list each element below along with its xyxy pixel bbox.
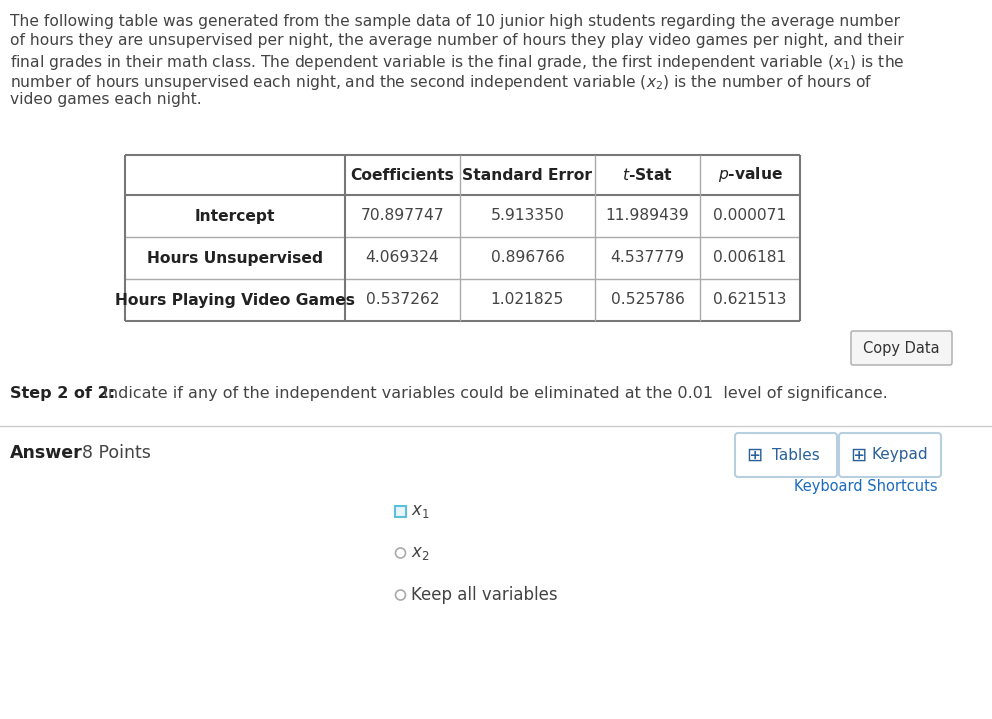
Text: Keep all variables: Keep all variables bbox=[411, 586, 558, 604]
Text: Tables: Tables bbox=[772, 447, 819, 462]
FancyBboxPatch shape bbox=[839, 433, 941, 477]
Text: Keyboard Shortcuts: Keyboard Shortcuts bbox=[795, 479, 938, 494]
Text: of hours they are unsupervised per night, the average number of hours they play : of hours they are unsupervised per night… bbox=[10, 34, 904, 48]
Text: video games each night.: video games each night. bbox=[10, 92, 201, 107]
Text: 4.069324: 4.069324 bbox=[366, 250, 439, 265]
Text: $\it{p}$-value: $\it{p}$-value bbox=[717, 165, 783, 185]
Text: Indicate if any of the independent variables could be eliminated at the 0.01  le: Indicate if any of the independent varia… bbox=[98, 386, 888, 401]
Text: Answer: Answer bbox=[10, 444, 82, 462]
Text: 0.525786: 0.525786 bbox=[610, 293, 684, 308]
Text: final grades in their math class. The dependent variable is the final grade, the: final grades in their math class. The de… bbox=[10, 53, 905, 72]
Text: 1.021825: 1.021825 bbox=[491, 293, 564, 308]
Text: Coefficients: Coefficients bbox=[350, 168, 454, 183]
Text: Standard Error: Standard Error bbox=[462, 168, 592, 183]
Text: Hours Playing Video Games: Hours Playing Video Games bbox=[115, 293, 355, 308]
Text: 11.989439: 11.989439 bbox=[606, 209, 689, 224]
Text: 0.000071: 0.000071 bbox=[713, 209, 787, 224]
Bar bbox=[395, 506, 406, 517]
Text: 4.537779: 4.537779 bbox=[610, 250, 684, 265]
Text: 70.897747: 70.897747 bbox=[361, 209, 444, 224]
Text: number of hours unsupervised each night, and the second independent variable ($x: number of hours unsupervised each night,… bbox=[10, 73, 872, 91]
Text: 0.006181: 0.006181 bbox=[713, 250, 787, 265]
Text: 8 Points: 8 Points bbox=[82, 444, 151, 462]
Text: $x_2$: $x_2$ bbox=[411, 544, 430, 562]
Text: 0.896766: 0.896766 bbox=[491, 250, 564, 265]
Text: 5.913350: 5.913350 bbox=[491, 209, 564, 224]
Text: 0.621513: 0.621513 bbox=[713, 293, 787, 308]
Text: ⊞: ⊞ bbox=[746, 446, 762, 464]
FancyBboxPatch shape bbox=[851, 331, 952, 365]
Text: 0.537262: 0.537262 bbox=[366, 293, 439, 308]
Text: The following table was generated from the sample data of 10 junior high student: The following table was generated from t… bbox=[10, 14, 900, 29]
Text: Hours Unsupervised: Hours Unsupervised bbox=[147, 250, 323, 265]
Text: Intercept: Intercept bbox=[194, 209, 275, 224]
Text: Copy Data: Copy Data bbox=[863, 341, 939, 355]
Text: $x_1$: $x_1$ bbox=[411, 503, 430, 521]
Text: $\it{t}$-Stat: $\it{t}$-Stat bbox=[622, 167, 673, 183]
Text: Step 2 of 2:: Step 2 of 2: bbox=[10, 386, 115, 401]
Text: ⊞: ⊞ bbox=[850, 446, 866, 464]
Text: Keypad: Keypad bbox=[872, 447, 929, 462]
FancyBboxPatch shape bbox=[735, 433, 837, 477]
